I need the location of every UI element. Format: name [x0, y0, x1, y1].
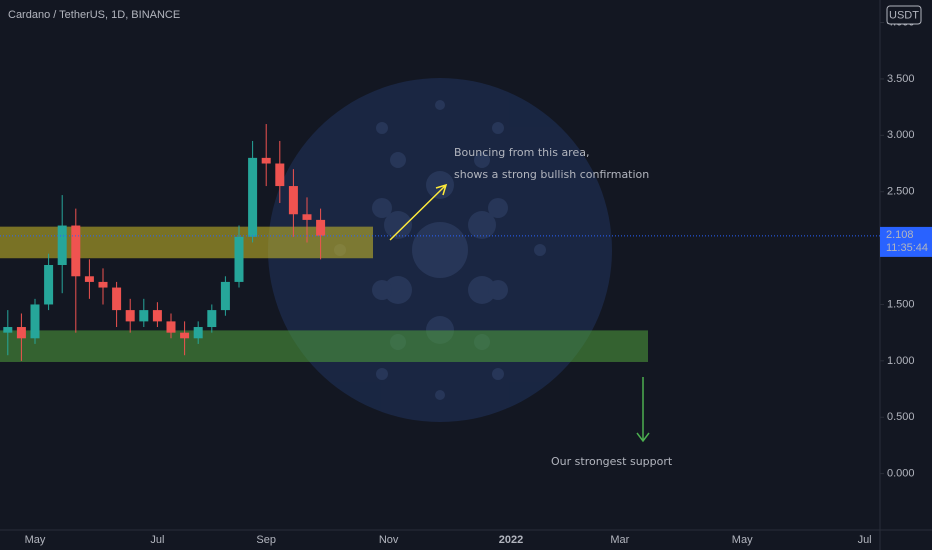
candle-body — [57, 225, 67, 265]
candle-body — [84, 276, 94, 282]
arrow-head — [636, 432, 650, 443]
currency-label: USDT — [889, 9, 919, 21]
candle-body — [180, 332, 190, 339]
annotation: shows a strong bullish confirmation — [454, 168, 649, 181]
arrow-head — [435, 183, 448, 196]
candle-body — [30, 304, 40, 339]
candle-body — [98, 281, 108, 288]
candle-body — [220, 281, 230, 311]
price-zone — [0, 330, 648, 362]
candle-body — [275, 163, 285, 187]
x-tick-label: Sep — [256, 534, 276, 546]
candle-body — [302, 214, 312, 220]
x-tick-label: May — [25, 534, 46, 546]
x-tick-label: Nov — [379, 534, 399, 546]
candle-body — [193, 327, 203, 339]
candle-body — [261, 157, 271, 164]
x-tick-label: May — [732, 534, 753, 546]
last-price-badge — [880, 226, 932, 257]
x-tick-label: 2022 — [499, 534, 523, 546]
candle-body — [248, 157, 258, 237]
candle-body — [152, 310, 162, 322]
annotation: Our strongest support — [551, 455, 673, 468]
arrow-up — [389, 185, 446, 241]
y-tick-label: 0.500 — [887, 411, 915, 423]
candle-body — [44, 265, 54, 305]
candle-body — [3, 327, 13, 333]
x-tick-label: Jul — [858, 534, 872, 546]
candle-body — [16, 327, 26, 339]
y-tick-label: 3.000 — [887, 129, 915, 141]
countdown-label: 11:35:44 — [886, 242, 928, 254]
currency-badge — [886, 5, 922, 25]
candle-body — [166, 321, 176, 333]
y-tick-label: 1.500 — [887, 298, 915, 310]
annotation: Bouncing from this area, — [454, 146, 589, 159]
candle-body — [71, 225, 81, 277]
y-tick-label: 3.500 — [887, 73, 915, 85]
candle-body — [234, 236, 244, 282]
last-price-label: 2.108 — [886, 229, 914, 241]
x-tick-label: Jul — [150, 534, 164, 546]
candle-body — [112, 287, 122, 311]
y-tick-label: 0.000 — [887, 468, 915, 480]
symbol-title: Cardano / TetherUS, 1D, BINANCE — [8, 9, 180, 21]
y-tick-label: 1.000 — [887, 355, 915, 367]
candle-body — [125, 310, 135, 322]
y-tick-label: 2.500 — [887, 186, 915, 198]
x-tick-label: Mar — [610, 534, 629, 546]
candle-body — [288, 186, 298, 215]
candle-body — [316, 219, 326, 236]
candle-body — [139, 310, 149, 322]
candle-body — [207, 310, 217, 328]
